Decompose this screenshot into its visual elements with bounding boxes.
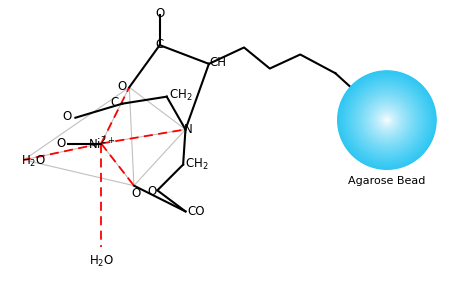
Circle shape [342, 75, 432, 165]
Circle shape [379, 112, 395, 128]
Circle shape [357, 90, 417, 150]
Text: O: O [63, 110, 72, 123]
Circle shape [361, 94, 413, 146]
Circle shape [368, 101, 406, 139]
Text: O: O [147, 185, 156, 198]
Circle shape [338, 71, 436, 169]
Circle shape [374, 108, 399, 132]
Circle shape [380, 113, 394, 127]
Circle shape [351, 84, 422, 156]
Text: N: N [183, 123, 192, 136]
Circle shape [381, 114, 393, 126]
Circle shape [351, 84, 423, 156]
Circle shape [371, 104, 403, 136]
Text: H$_2$O: H$_2$O [89, 254, 114, 269]
Circle shape [366, 99, 408, 141]
Circle shape [384, 117, 390, 123]
Circle shape [362, 96, 411, 145]
Circle shape [364, 97, 410, 144]
Text: O: O [132, 187, 141, 199]
Circle shape [373, 106, 401, 134]
Circle shape [341, 74, 433, 166]
Circle shape [347, 80, 427, 160]
Circle shape [365, 98, 409, 141]
Text: Ni$^{2+}$: Ni$^{2+}$ [88, 135, 115, 152]
Circle shape [374, 106, 401, 134]
Circle shape [355, 88, 419, 153]
Circle shape [345, 78, 428, 162]
Circle shape [360, 94, 413, 147]
Circle shape [339, 72, 435, 168]
Circle shape [349, 83, 424, 158]
Circle shape [378, 111, 396, 129]
Circle shape [385, 118, 389, 122]
Text: CH$_2$: CH$_2$ [169, 88, 192, 103]
Circle shape [337, 71, 436, 169]
Circle shape [356, 89, 418, 152]
Circle shape [352, 85, 422, 155]
Circle shape [367, 100, 407, 140]
Circle shape [360, 93, 414, 147]
Circle shape [386, 119, 388, 121]
Circle shape [353, 86, 421, 154]
Circle shape [362, 95, 412, 145]
Circle shape [348, 81, 426, 159]
Circle shape [341, 75, 432, 166]
Circle shape [359, 92, 415, 148]
Circle shape [384, 118, 389, 123]
Text: CH: CH [210, 57, 227, 69]
Text: H$_2$O: H$_2$O [20, 154, 46, 169]
Circle shape [353, 86, 421, 154]
Circle shape [376, 109, 398, 131]
Circle shape [356, 89, 418, 151]
Circle shape [386, 119, 388, 121]
Text: C: C [111, 96, 119, 109]
Circle shape [380, 113, 394, 127]
Circle shape [370, 103, 404, 137]
Circle shape [370, 104, 403, 137]
Circle shape [372, 105, 401, 135]
Circle shape [346, 79, 428, 161]
Circle shape [340, 73, 434, 167]
Circle shape [372, 105, 402, 135]
Circle shape [346, 79, 428, 161]
Circle shape [344, 77, 430, 163]
Text: O: O [57, 137, 66, 150]
Circle shape [345, 78, 429, 162]
Circle shape [382, 115, 392, 125]
Text: Agarose Bead: Agarose Bead [348, 176, 426, 186]
Circle shape [378, 111, 395, 129]
Circle shape [343, 76, 430, 164]
Circle shape [374, 107, 400, 133]
Circle shape [376, 110, 397, 131]
Circle shape [375, 108, 399, 132]
Circle shape [368, 102, 405, 139]
Circle shape [365, 98, 409, 142]
Circle shape [354, 87, 420, 153]
Text: O: O [118, 80, 127, 93]
Text: C: C [155, 38, 164, 51]
Circle shape [339, 73, 434, 167]
Circle shape [377, 110, 397, 130]
Circle shape [343, 76, 431, 164]
Circle shape [366, 100, 407, 140]
Circle shape [383, 117, 391, 124]
Circle shape [382, 115, 392, 126]
Circle shape [349, 82, 425, 158]
Circle shape [359, 92, 415, 148]
Circle shape [357, 91, 417, 150]
Circle shape [369, 102, 405, 138]
Circle shape [383, 116, 391, 124]
Circle shape [358, 91, 416, 149]
Circle shape [347, 81, 426, 159]
Circle shape [350, 83, 424, 157]
Circle shape [363, 96, 411, 144]
Circle shape [355, 88, 419, 152]
Text: CH$_2$: CH$_2$ [185, 157, 209, 172]
Text: CO: CO [188, 205, 205, 218]
Circle shape [364, 97, 410, 143]
Text: O: O [155, 7, 164, 20]
